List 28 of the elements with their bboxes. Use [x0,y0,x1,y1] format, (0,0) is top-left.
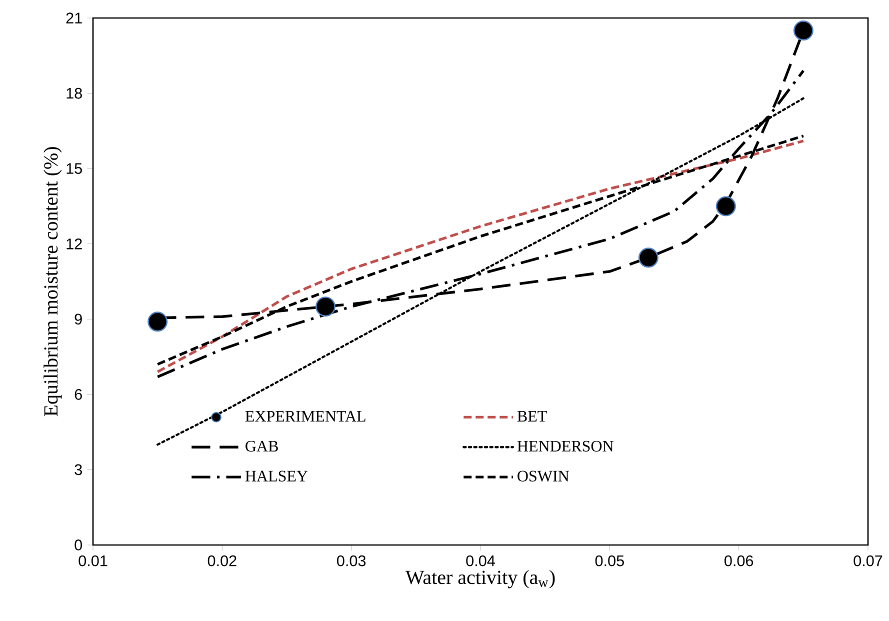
legend-label: BET [517,410,547,422]
x-tick-label: 0.05 [595,555,624,566]
x-tick-label: 0.07 [854,555,882,566]
y-tick-label: 15 [66,163,82,174]
point [316,296,336,317]
x-tick-label: 0.02 [208,555,236,566]
legend-label: EXPERIMENTAL [245,410,366,422]
y-tick-label: 12 [66,238,82,250]
y-tick-label: 18 [66,88,82,99]
legend-label: GAB [246,440,278,452]
y-tick-label: 0 [74,540,82,550]
point [148,312,168,332]
y-tick-label: 21 [66,12,82,24]
y-tick-label: 6 [74,388,82,400]
legend-label: HENDERSON [517,440,614,452]
y-tick-label: 9 [74,314,82,325]
point [793,20,814,41]
x-axis-title: Water activity (a$_{w}$) [405,570,555,588]
x-tick-label: 0.03 [337,555,366,566]
y-axis-title: Equilibrium moisture content (%) [44,147,62,416]
x-tick-label: 0.06 [724,555,754,566]
y-tick-label: 3 [74,464,82,476]
legend-label: HALSEY [245,470,308,482]
x-tick-label: 0.01 [78,555,108,566]
legend-label: OSWIN [518,470,570,482]
point [638,248,658,268]
point [716,196,736,216]
x-tick-label: 0.04 [466,555,495,566]
